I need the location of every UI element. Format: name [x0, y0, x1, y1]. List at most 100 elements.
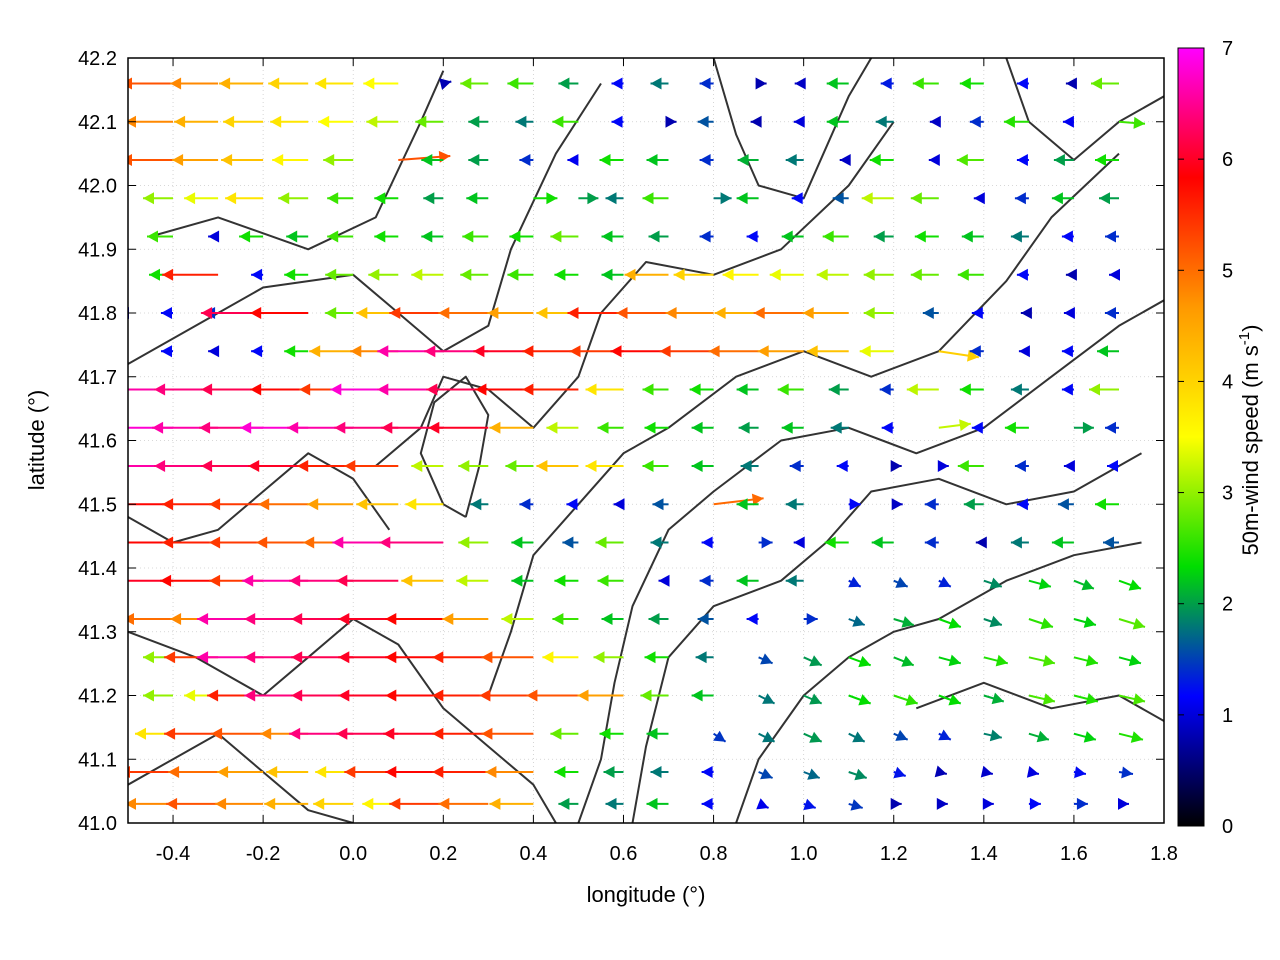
wind-vector	[309, 345, 354, 358]
wind-vector	[803, 731, 823, 743]
wind-vector-head	[863, 307, 875, 319]
wind-vector	[1118, 579, 1142, 591]
wind-vector	[1028, 730, 1050, 743]
wind-vector-head	[466, 192, 478, 205]
wind-vector	[460, 268, 489, 281]
wind-vector	[803, 655, 823, 667]
wind-vector-head	[485, 766, 497, 778]
wind-vector	[1028, 797, 1041, 810]
wind-vector	[959, 77, 984, 90]
wind-vector-head	[1099, 192, 1110, 205]
wind-vector-head	[73, 78, 84, 90]
wind-vector-head	[1065, 268, 1077, 281]
wind-vector-head	[526, 689, 538, 702]
wind-vector-head	[859, 345, 871, 358]
colorbar-tick-label: 2	[1222, 594, 1233, 616]
wind-vector	[597, 421, 624, 434]
wind-vector-head	[287, 421, 299, 434]
wind-vector	[906, 383, 939, 396]
wind-vector	[489, 797, 534, 810]
wind-vector	[318, 115, 354, 128]
wind-vector-head	[1053, 154, 1065, 166]
wind-vector	[910, 268, 939, 281]
wind-vector	[599, 154, 624, 166]
wind-vector	[881, 421, 894, 434]
colorbar-tick-label: 5	[1222, 260, 1233, 282]
colorbar-title: 50m-wind speed (m s-1)	[1236, 325, 1263, 556]
wind-vector	[219, 77, 264, 90]
wind-vector	[558, 77, 579, 90]
wind-vector-head	[272, 154, 284, 166]
wind-vector	[481, 651, 534, 664]
wind-vector-head	[161, 307, 172, 319]
x-tick-label: 1.4	[970, 843, 998, 865]
wind-vector	[1118, 618, 1146, 630]
wind-vector-head	[601, 268, 613, 281]
wind-vector-head	[209, 498, 221, 511]
wind-vector-head	[1042, 654, 1055, 667]
wind-vector-head	[956, 154, 968, 166]
wind-vector-head	[646, 727, 658, 740]
wind-vector-head	[507, 77, 519, 90]
wind-vector-head	[327, 230, 339, 243]
wind-vector	[1016, 268, 1029, 281]
wind-vector-head	[646, 154, 658, 166]
wind-vector	[366, 115, 399, 128]
wind-vector-head	[147, 230, 158, 243]
wind-vector	[758, 536, 773, 549]
wind-vector	[963, 498, 984, 511]
wind-vector	[697, 115, 714, 128]
wind-vector-head	[270, 115, 282, 128]
wind-vector-head	[605, 797, 617, 810]
wind-vector	[746, 230, 759, 243]
wind-vector-head	[603, 766, 615, 778]
wind-vector-head	[826, 115, 838, 128]
wind-vector-head	[244, 613, 256, 625]
y-tick-label: 41.6	[78, 431, 117, 453]
wind-vector-head	[154, 460, 166, 472]
wind-vector-head	[336, 727, 348, 740]
wind-vector	[736, 574, 759, 587]
wind-vector-head	[291, 651, 303, 664]
wind-vector-head	[699, 77, 711, 90]
wind-vector-head	[1081, 579, 1094, 591]
wind-vector	[605, 192, 624, 205]
wind-vector-head	[642, 192, 654, 205]
wind-vector-head	[1130, 731, 1143, 743]
wind-vector	[389, 307, 444, 319]
wind-vector-head	[852, 615, 865, 627]
wind-vector	[258, 498, 309, 511]
wind-vector-head	[344, 766, 356, 778]
wind-vector	[938, 349, 979, 362]
wind-vector-head	[250, 383, 262, 396]
wind-vector	[374, 192, 399, 205]
wind-vector-head	[701, 536, 713, 549]
wind-vector-head	[1074, 766, 1086, 779]
wind-vector-head	[624, 268, 636, 281]
wind-vector	[601, 268, 624, 281]
wind-vector	[938, 419, 971, 432]
wind-vector-head	[650, 766, 662, 778]
wind-vector-head	[135, 727, 146, 740]
wind-vector	[1105, 421, 1119, 434]
wind-vector-head	[910, 268, 922, 281]
wind-vector-head	[268, 77, 280, 90]
wind-vector-head	[948, 654, 961, 667]
wind-vector	[161, 307, 173, 319]
wind-vector-head	[616, 307, 628, 319]
wind-vector-head	[736, 498, 748, 511]
wind-vector	[363, 77, 399, 90]
wind-vector-head	[106, 345, 117, 357]
wind-vector	[215, 797, 264, 810]
wind-vector	[697, 613, 714, 625]
wind-vector	[1028, 693, 1056, 705]
wind-vector	[785, 574, 804, 587]
wind-vector	[505, 460, 534, 472]
wind-vector	[959, 383, 984, 396]
wind-vector-head	[244, 689, 256, 702]
wind-vector-head	[462, 230, 474, 243]
wind-vector-head	[652, 498, 664, 511]
wind-vector-head	[750, 115, 762, 128]
wind-vector-head	[511, 536, 523, 549]
wind-vector-head	[906, 383, 918, 396]
